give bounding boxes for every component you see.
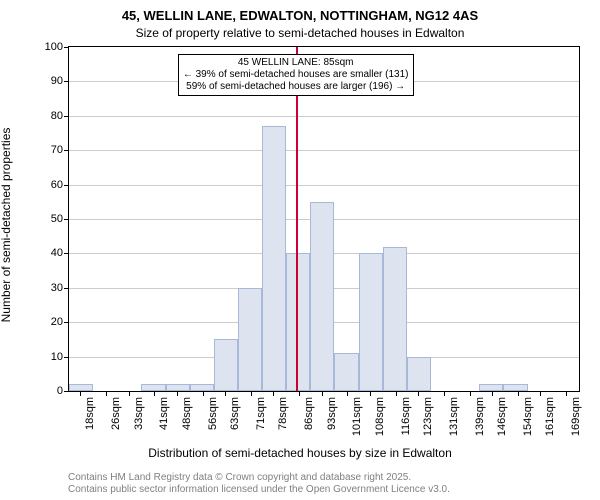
y-tick-label: 70 — [51, 144, 63, 156]
x-tick-label: 101sqm — [351, 397, 363, 436]
y-tick-label: 20 — [51, 316, 63, 328]
y-tick-mark — [64, 81, 69, 82]
plot-area: 010203040506070809010018sqm26sqm33sqm41s… — [68, 46, 580, 392]
x-tick-label: 116sqm — [400, 397, 412, 435]
chart-container: 45, WELLIN LANE, EDWALTON, NOTTINGHAM, N… — [0, 0, 600, 500]
grid-line — [69, 185, 579, 186]
x-tick-mark — [566, 391, 567, 396]
histogram-bar — [359, 253, 383, 391]
x-tick-mark — [154, 391, 155, 396]
y-tick-label: 30 — [51, 282, 63, 294]
grid-line — [69, 116, 579, 117]
y-tick-mark — [64, 116, 69, 117]
y-tick-mark — [64, 47, 69, 48]
y-tick-mark — [64, 185, 69, 186]
x-tick-mark — [129, 391, 130, 396]
x-tick-mark — [492, 391, 493, 396]
x-tick-label: 26sqm — [110, 397, 122, 430]
y-tick-label: 90 — [51, 75, 63, 87]
x-tick-mark — [251, 391, 252, 396]
x-tick-label: 56sqm — [207, 397, 219, 430]
marker-line — [296, 47, 298, 391]
x-tick-label: 161sqm — [544, 397, 556, 436]
y-tick-mark — [64, 288, 69, 289]
x-tick-mark — [225, 391, 226, 396]
y-tick-label: 100 — [45, 41, 63, 53]
x-tick-mark — [80, 391, 81, 396]
y-tick-label: 40 — [51, 247, 63, 259]
x-tick-mark — [396, 391, 397, 396]
histogram-bar — [407, 357, 431, 391]
histogram-bar — [286, 253, 310, 391]
y-tick-mark — [64, 219, 69, 220]
x-tick-label: 154sqm — [522, 397, 534, 436]
histogram-bar — [214, 339, 238, 391]
x-tick-label: 93sqm — [326, 397, 338, 430]
x-tick-label: 18sqm — [84, 397, 96, 430]
histogram-bar — [69, 384, 93, 391]
x-tick-mark — [106, 391, 107, 396]
x-tick-mark — [177, 391, 178, 396]
x-tick-label: 146sqm — [496, 397, 508, 436]
x-tick-mark — [444, 391, 445, 396]
histogram-bar — [334, 353, 358, 391]
x-tick-mark — [273, 391, 274, 396]
x-tick-mark — [370, 391, 371, 396]
y-tick-mark — [64, 253, 69, 254]
y-axis-label: Number of semi-detached properties — [0, 53, 13, 397]
y-tick-label: 50 — [51, 213, 63, 225]
x-tick-mark — [418, 391, 419, 396]
y-tick-label: 10 — [51, 351, 63, 363]
x-tick-mark — [299, 391, 300, 396]
chart-title-2: Size of property relative to semi-detach… — [0, 26, 600, 40]
histogram-bar — [190, 384, 214, 391]
x-tick-label: 41sqm — [158, 397, 170, 430]
y-tick-mark — [64, 357, 69, 358]
x-tick-label: 108sqm — [374, 397, 386, 436]
annotation-box: 45 WELLIN LANE: 85sqm← 39% of semi-detac… — [178, 54, 414, 96]
x-tick-label: 63sqm — [229, 397, 241, 430]
y-tick-mark — [64, 391, 69, 392]
x-tick-label: 86sqm — [303, 397, 315, 430]
footer-line-1: Contains HM Land Registry data © Crown c… — [68, 472, 450, 484]
x-tick-mark — [540, 391, 541, 396]
x-tick-label: 131sqm — [448, 397, 460, 436]
x-tick-label: 169sqm — [570, 397, 582, 436]
x-tick-label: 33sqm — [133, 397, 145, 430]
x-tick-mark — [347, 391, 348, 396]
x-tick-label: 139sqm — [474, 397, 486, 436]
y-tick-mark — [64, 322, 69, 323]
x-tick-mark — [470, 391, 471, 396]
histogram-bar — [310, 202, 334, 391]
annotation-line3: 59% of semi-detached houses are larger (… — [183, 81, 409, 93]
histogram-bar — [141, 384, 165, 391]
y-tick-label: 80 — [51, 110, 63, 122]
histogram-bar — [238, 288, 262, 391]
x-axis-label: Distribution of semi-detached houses by … — [0, 446, 600, 460]
histogram-bar — [166, 384, 190, 391]
x-tick-mark — [518, 391, 519, 396]
footer-attribution: Contains HM Land Registry data © Crown c… — [68, 472, 450, 496]
x-tick-label: 78sqm — [277, 397, 289, 430]
x-tick-mark — [203, 391, 204, 396]
x-tick-label: 48sqm — [181, 397, 193, 430]
annotation-line2: ← 39% of semi-detached houses are smalle… — [183, 69, 409, 81]
x-tick-label: 71sqm — [255, 397, 267, 430]
chart-title-1: 45, WELLIN LANE, EDWALTON, NOTTINGHAM, N… — [0, 8, 600, 23]
x-tick-label: 123sqm — [422, 397, 434, 436]
histogram-bar — [479, 384, 503, 391]
annotation-line1: 45 WELLIN LANE: 85sqm — [183, 57, 409, 69]
y-tick-label: 0 — [57, 385, 63, 397]
x-tick-mark — [322, 391, 323, 396]
y-tick-mark — [64, 150, 69, 151]
grid-line — [69, 150, 579, 151]
footer-line-2: Contains public sector information licen… — [68, 484, 450, 496]
y-tick-label: 60 — [51, 179, 63, 191]
histogram-bar — [503, 384, 527, 391]
histogram-bar — [383, 247, 407, 391]
histogram-bar — [262, 126, 286, 391]
